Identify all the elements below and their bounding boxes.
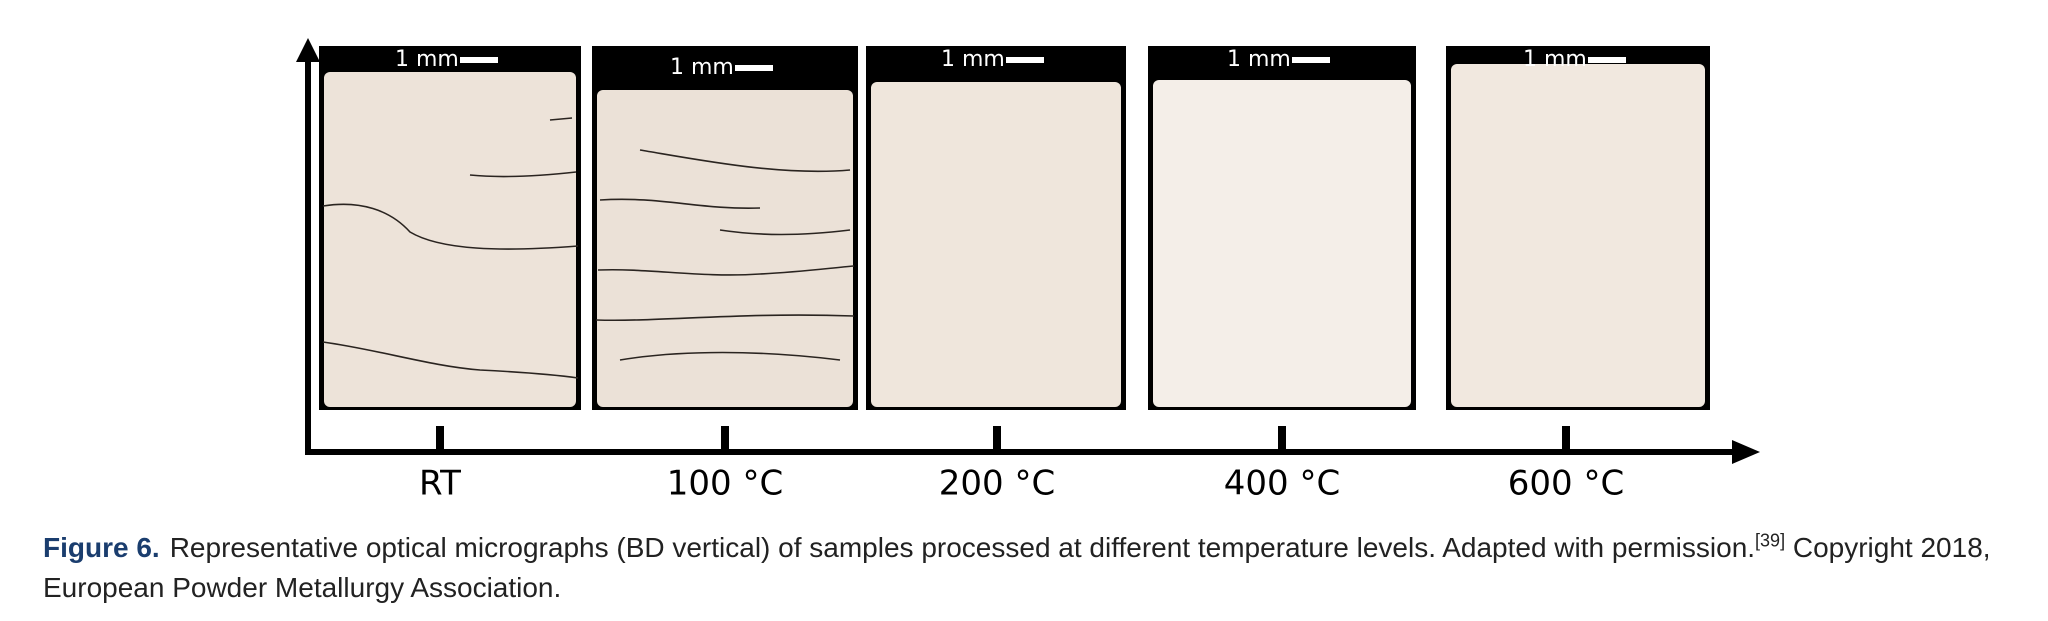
crack xyxy=(322,341,579,379)
crack xyxy=(619,351,841,361)
caption-text: Copyright 2018, European Powder Metallur… xyxy=(43,532,1991,603)
caption: Figure 6. Representative optical microgra… xyxy=(43,528,2018,608)
reference: [39] xyxy=(1755,530,1786,551)
micrograph xyxy=(1451,64,1705,407)
micrograph xyxy=(871,82,1121,407)
crack xyxy=(719,229,851,236)
arrow-head xyxy=(296,38,320,62)
caption-label: Figure 6. xyxy=(43,532,160,563)
scale-label: 1 mm xyxy=(1523,47,1587,72)
scale-label: 1 mm xyxy=(395,47,459,72)
micrograph xyxy=(597,90,853,407)
crack xyxy=(597,265,855,276)
temperature-label: 400 °C xyxy=(1224,464,1340,501)
temperature-label: 100 °C xyxy=(667,464,783,501)
crack xyxy=(639,149,851,173)
crack xyxy=(599,198,761,209)
scale-label: 1 mm xyxy=(941,47,1005,72)
arrow-head xyxy=(1732,440,1760,464)
temperature-label: RT xyxy=(419,464,461,501)
scale-label: 1 mm xyxy=(670,55,734,80)
micrograph xyxy=(1153,80,1411,407)
scale-bar xyxy=(460,57,498,63)
crack xyxy=(595,314,855,322)
crack xyxy=(549,117,573,121)
crack xyxy=(322,203,579,250)
crack xyxy=(469,171,577,178)
scale-bar xyxy=(1588,57,1626,63)
scale-bar xyxy=(1292,57,1330,63)
temperature-label: 600 °C xyxy=(1508,464,1624,501)
caption-text: Representative optical micrographs (BD v… xyxy=(169,532,1756,563)
temperature-label: 200 °C xyxy=(939,464,1055,501)
micrograph xyxy=(324,72,576,407)
scale-label: 1 mm xyxy=(1227,47,1291,72)
scale-bar xyxy=(735,65,773,71)
scale-bar xyxy=(1006,57,1044,63)
figure: 1 mm RT 1 mm 100 °C 1 mm 200 °C 1 mm 400 °C 1 mm… xyxy=(296,38,1760,501)
